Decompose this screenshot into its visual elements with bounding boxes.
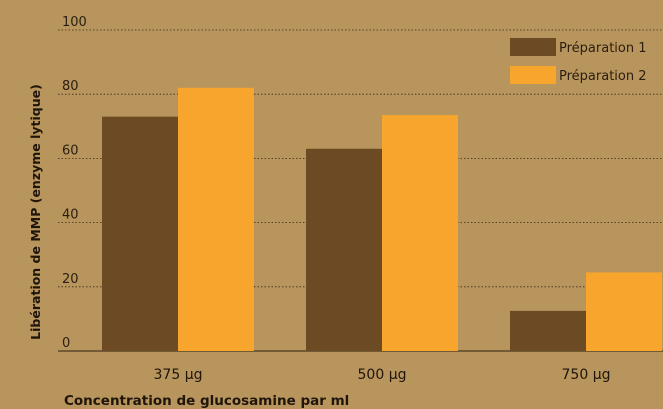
x-axis-label: Concentration de glucosamine par ml xyxy=(64,393,349,409)
legend-label: Préparation 2 xyxy=(559,69,647,84)
bar-1-3 xyxy=(510,310,586,351)
bar-1-2 xyxy=(306,148,382,351)
bar-2-2 xyxy=(382,115,458,351)
y-tick-label: 100 xyxy=(62,15,87,30)
category-labels: 375 µg 500 µg 750 µg xyxy=(154,367,611,383)
category-label: 750 µg xyxy=(562,367,611,383)
y-tick-labels: 0 20 40 60 80 100 xyxy=(62,15,87,351)
bars xyxy=(102,87,662,351)
category-label: 500 µg xyxy=(358,367,407,383)
legend-label: Préparation 1 xyxy=(559,41,647,56)
category-label: 375 µg xyxy=(154,367,203,383)
legend-swatch xyxy=(510,38,556,56)
bar-2-1 xyxy=(178,87,254,351)
bar-1-1 xyxy=(102,116,178,351)
y-axis-label: Libération de MMP (enzyme lytique) xyxy=(28,84,43,340)
y-tick-label: 40 xyxy=(62,208,79,223)
y-tick-label: 0 xyxy=(62,336,70,351)
y-tick-label: 20 xyxy=(62,272,79,287)
legend: Préparation 1 Préparation 2 xyxy=(510,38,647,84)
y-tick-label: 80 xyxy=(62,79,79,94)
legend-swatch xyxy=(510,66,556,84)
bar-2-3 xyxy=(586,272,662,351)
y-tick-label: 60 xyxy=(62,143,79,158)
